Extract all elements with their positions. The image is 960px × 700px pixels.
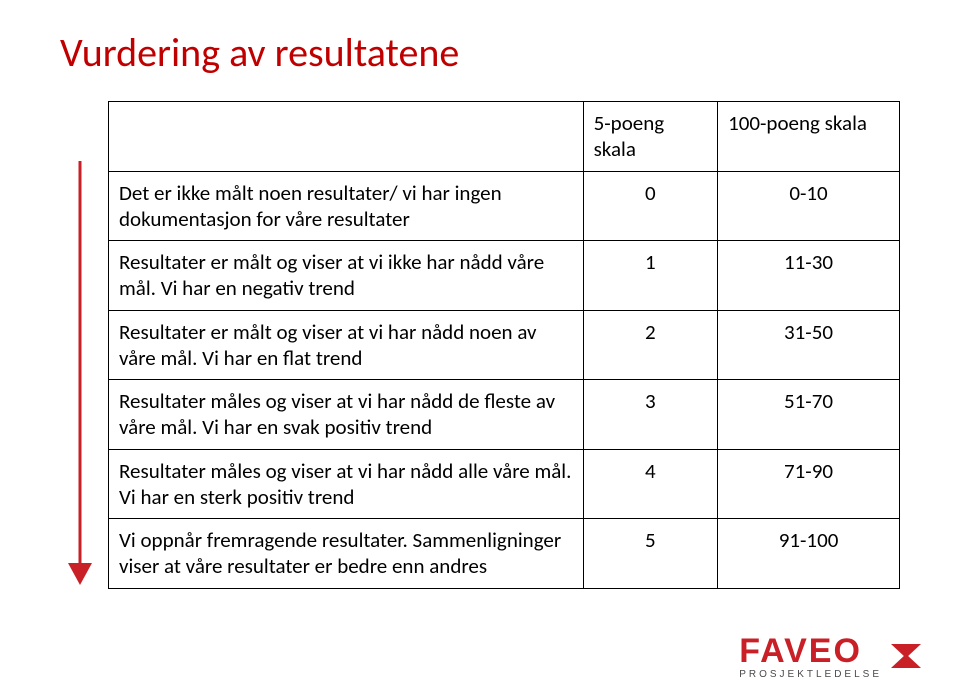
logo-text: FAVEO PROSJEKTLEDELSE bbox=[739, 632, 882, 680]
cell-five: 2 bbox=[583, 310, 717, 380]
col-header-five: 5-poeng skala bbox=[583, 102, 717, 172]
cell-five: 5 bbox=[583, 519, 717, 589]
cell-hundred: 51-70 bbox=[718, 380, 900, 450]
col-header-desc bbox=[109, 102, 584, 172]
table-row: Resultater måles og viser at vi har nådd… bbox=[109, 380, 900, 450]
cell-desc: Resultater måles og viser at vi har nådd… bbox=[109, 380, 584, 450]
cell-hundred: 0-10 bbox=[718, 171, 900, 241]
cell-hundred: 71-90 bbox=[718, 449, 900, 519]
arrow-column bbox=[60, 101, 108, 587]
col-header-hundred: 100-poeng skala bbox=[718, 102, 900, 172]
table-row: Det er ikke målt noen resultater/ vi har… bbox=[109, 171, 900, 241]
table-row: Resultater er målt og viser at vi har nå… bbox=[109, 310, 900, 380]
cell-desc: Det er ikke målt noen resultater/ vi har… bbox=[109, 171, 584, 241]
cell-hundred: 11-30 bbox=[718, 241, 900, 311]
cell-hundred: 31-50 bbox=[718, 310, 900, 380]
slide: Vurdering av resultatene 5-poeng skala 1… bbox=[0, 0, 960, 700]
cell-hundred: 91-100 bbox=[718, 519, 900, 589]
table-wrap: 5-poeng skala 100-poeng skala Det er ikk… bbox=[108, 101, 900, 589]
table-row: Resultater måles og viser at vi har nådd… bbox=[109, 449, 900, 519]
cell-desc: Resultater måles og viser at vi har nådd… bbox=[109, 449, 584, 519]
cell-desc: Resultater er målt og viser at vi ikke h… bbox=[109, 241, 584, 311]
cell-desc: Resultater er målt og viser at vi har nå… bbox=[109, 310, 584, 380]
table-body: Det er ikke målt noen resultater/ vi har… bbox=[109, 171, 900, 588]
table-row: Resultater er målt og viser at vi ikke h… bbox=[109, 241, 900, 311]
table-row: Vi oppnår fremragende resultater. Sammen… bbox=[109, 519, 900, 589]
down-arrow-icon bbox=[60, 157, 100, 587]
logo-name: FAVEO bbox=[739, 632, 882, 671]
page-title: Vurdering av resultatene bbox=[60, 28, 900, 77]
table-header-row: 5-poeng skala 100-poeng skala bbox=[109, 102, 900, 172]
cell-five: 3 bbox=[583, 380, 717, 450]
logo: FAVEO PROSJEKTLEDELSE bbox=[739, 632, 924, 680]
results-table: 5-poeng skala 100-poeng skala Det er ikk… bbox=[108, 101, 900, 589]
logo-mark-icon bbox=[888, 638, 924, 674]
cell-five: 4 bbox=[583, 449, 717, 519]
logo-subtitle: PROSJEKTLEDELSE bbox=[739, 669, 882, 680]
cell-five: 0 bbox=[583, 171, 717, 241]
content-row: 5-poeng skala 100-poeng skala Det er ikk… bbox=[60, 101, 900, 589]
cell-desc: Vi oppnår fremragende resultater. Sammen… bbox=[109, 519, 584, 589]
cell-five: 1 bbox=[583, 241, 717, 311]
